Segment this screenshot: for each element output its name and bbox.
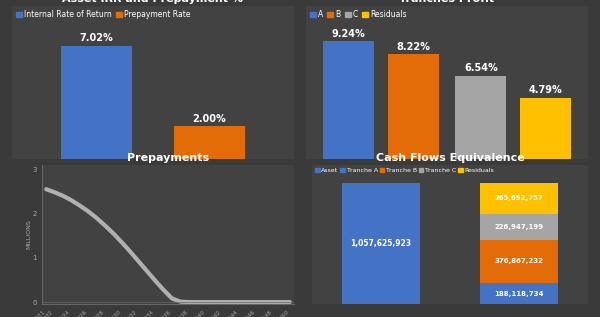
- Title: Asset IRR and Prepayment %: Asset IRR and Prepayment %: [62, 0, 244, 4]
- Text: 376,867,232: 376,867,232: [494, 258, 544, 264]
- Bar: [388, 54, 439, 158]
- Bar: [481, 240, 557, 283]
- Text: 188,118,734: 188,118,734: [494, 291, 544, 296]
- Legend: A, B, C, Residuals: A, B, C, Residuals: [310, 10, 407, 19]
- Legend: Asset, Tranche A, Tranche B, Tranche C, Residuals: Asset, Tranche A, Tranche B, Tranche C, …: [315, 168, 494, 173]
- Text: 2.00%: 2.00%: [193, 113, 226, 124]
- Text: 6.54%: 6.54%: [464, 63, 498, 73]
- Title: Tranches Profit: Tranches Profit: [400, 0, 494, 4]
- Text: 265,692,757: 265,692,757: [494, 195, 544, 201]
- Bar: [455, 75, 506, 158]
- Title: Cash Flows Equivalence: Cash Flows Equivalence: [376, 153, 524, 163]
- Y-axis label: MILLIONS: MILLIONS: [26, 220, 31, 249]
- Title: Prepayments: Prepayments: [127, 153, 209, 163]
- Bar: [481, 283, 557, 304]
- Text: 9.24%: 9.24%: [331, 29, 365, 39]
- Bar: [481, 183, 557, 214]
- Bar: [520, 98, 571, 158]
- Text: 4.79%: 4.79%: [529, 86, 563, 95]
- Text: 8.22%: 8.22%: [396, 42, 430, 52]
- Text: 226,947,199: 226,947,199: [494, 223, 544, 230]
- Text: 7.02%: 7.02%: [80, 33, 113, 43]
- Bar: [481, 214, 557, 240]
- Legend: Internal Rate of Return, Prepayment Rate: Internal Rate of Return, Prepayment Rate: [16, 10, 191, 19]
- Text: 1,057,625,923: 1,057,625,923: [350, 239, 412, 248]
- Bar: [323, 41, 374, 158]
- Bar: [174, 126, 245, 158]
- Bar: [61, 46, 132, 158]
- Bar: [343, 183, 419, 304]
